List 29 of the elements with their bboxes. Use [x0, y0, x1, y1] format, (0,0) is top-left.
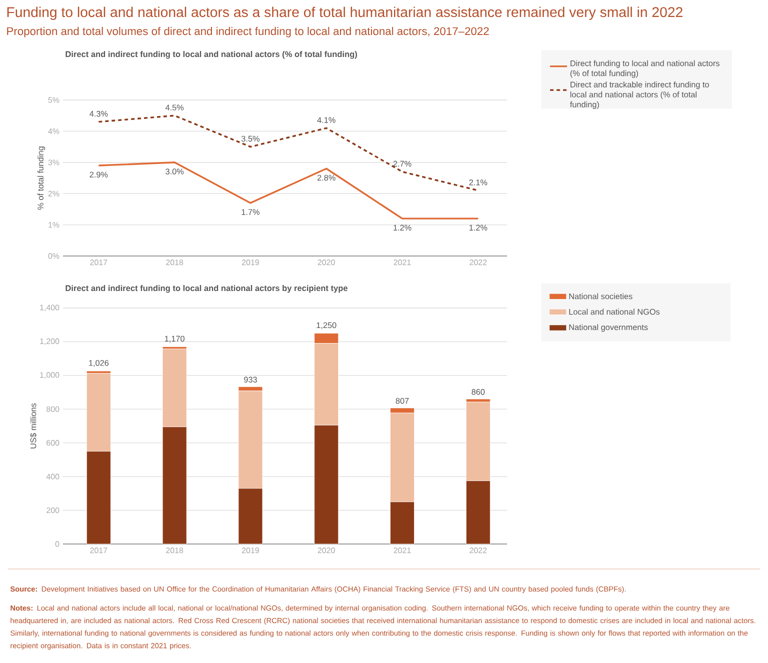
data-label: 2.8% — [317, 174, 336, 181]
data-label: 2.7% — [393, 160, 412, 167]
y-axis-title: US$ millions — [30, 403, 37, 448]
y-axis-title: % of total funding — [37, 146, 46, 210]
legend-label: Direct and trackable indirect funding to local and national actors (% of total funding) — [570, 81, 709, 109]
text: Direct and indirect funding to local and national actors (% of total funding) — [66, 51, 357, 59]
total-label: 807 — [396, 398, 409, 404]
legend-label: Direct funding to local and national actors (% of total funding) — [570, 60, 720, 78]
data-label: 2.1% — [469, 180, 488, 186]
data-label: 3.0% — [166, 168, 184, 174]
legend-label: National societies — [569, 293, 632, 300]
total-label: 1,250 — [316, 322, 336, 330]
data-label: 1.7% — [242, 209, 260, 215]
data-label: 3.5% — [241, 136, 260, 142]
total-label: 1,170 — [164, 336, 184, 343]
data-label: 4.5% — [165, 104, 184, 110]
chart-title: Direct and indirect funding to local and national actors by recipient type — [66, 285, 348, 293]
total-label: 1,026 — [89, 360, 109, 367]
legend-label: Local and national NGOs — [569, 308, 660, 315]
data-label: 4.3% — [90, 110, 108, 117]
chart-subtitle: Proportion and total volumes of direct and indirect funding to local and national actors, 2017–2022 — [7, 26, 489, 38]
data-label: 4.1% — [317, 117, 336, 123]
total-label: 860 — [472, 389, 485, 395]
data-label: 1.2% — [469, 224, 488, 231]
legend-label: National governments — [569, 324, 648, 332]
data-label: 1.2% — [394, 224, 412, 231]
data-label: 2.9% — [90, 172, 108, 178]
chart-title: Funding to local and national actors as a share of total humanitarian assistance remained very small in 2022 — [7, 6, 682, 20]
total-label: 933 — [244, 376, 257, 383]
